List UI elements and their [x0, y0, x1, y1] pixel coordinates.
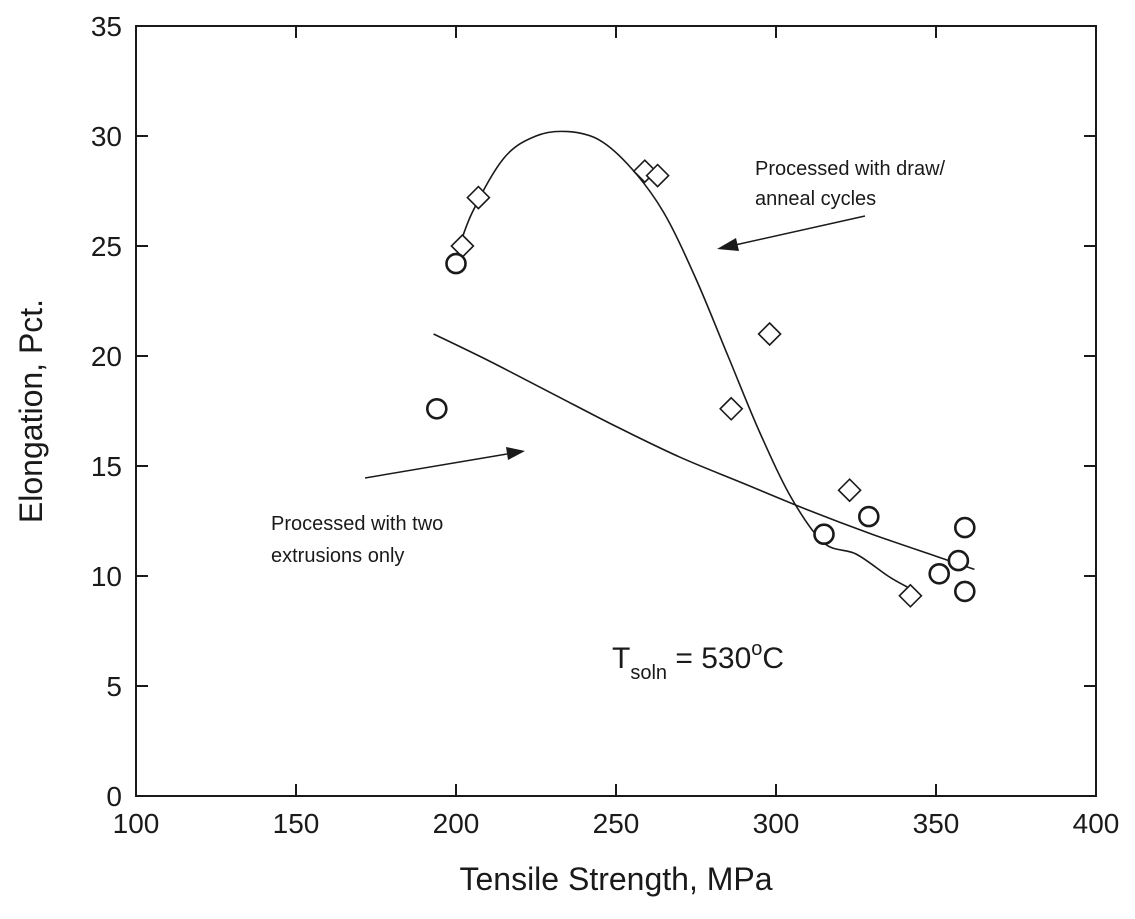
- x-tick-label: 350: [913, 808, 960, 839]
- circle-marker: [928, 562, 951, 585]
- fit-curve-circle: [433, 333, 975, 571]
- y-tick-label: 0: [106, 781, 122, 812]
- circle-marker: [953, 580, 976, 603]
- annotation-two-extrusions: Processed with two extrusions only: [271, 447, 525, 567]
- diamond-marker: [719, 396, 744, 421]
- data-markers: [425, 159, 976, 608]
- circle-marker: [425, 397, 448, 420]
- tsoln-equals-value: = 530: [667, 642, 751, 675]
- x-tick-label: 200: [433, 808, 480, 839]
- circle-marker: [947, 549, 970, 572]
- tsoln-unit: C: [762, 642, 784, 675]
- fit-curves: [433, 130, 975, 588]
- circle-marker: [953, 516, 976, 539]
- axis-ticks: [135, 25, 1097, 797]
- axis-tick-labels: 100 150 200 250 300 350 400 0 5 10 15 20 25 30 35: [91, 11, 1120, 839]
- annotation-draw-line-1: Processed with draw/: [755, 158, 946, 180]
- fit-curve-diamond: [455, 130, 908, 588]
- y-tick-label: 35: [91, 11, 122, 42]
- x-tick-label: 250: [593, 808, 640, 839]
- diamond-marker: [837, 478, 862, 503]
- solution-temperature-label: Tsoln = 530oC: [612, 638, 784, 684]
- tsoln-subscript: soln: [630, 662, 667, 684]
- tsoln-degree: o: [751, 638, 762, 660]
- y-tick-label: 10: [91, 561, 122, 592]
- circle-marker: [857, 505, 880, 528]
- tsoln-main: T: [612, 642, 630, 675]
- x-tick-label: 100: [113, 808, 160, 839]
- x-tick-label: 300: [753, 808, 800, 839]
- annotation-draw-arrow-line: [734, 215, 866, 246]
- annotation-two-line-2: extrusions only: [271, 545, 404, 567]
- x-tick-label: 150: [273, 808, 320, 839]
- diamond-marker: [757, 321, 782, 347]
- annotation-two-line-1: Processed with two: [271, 513, 443, 535]
- x-tick-label: 400: [1073, 808, 1120, 839]
- annotation-draw-anneal: Processed with draw/ anneal cycles: [717, 158, 946, 251]
- x-axis-label: Tensile Strength, MPa: [459, 861, 772, 897]
- y-tick-label: 25: [91, 231, 122, 262]
- circle-marker: [445, 252, 467, 275]
- annotation-draw-arrowhead: [717, 238, 739, 251]
- y-tick-label: 20: [91, 341, 122, 372]
- y-tick-label: 5: [106, 671, 122, 702]
- diamond-marker: [645, 163, 670, 188]
- circle-marker: [813, 523, 835, 546]
- y-tick-label: 30: [91, 121, 122, 152]
- diamond-marker: [466, 185, 491, 210]
- plot-frame: [135, 25, 1097, 797]
- annotation-two-arrowhead: [506, 447, 525, 460]
- diamond-marker: [898, 583, 923, 608]
- y-axis-label: Elongation, Pct.: [13, 299, 49, 523]
- annotation-two-arrow-line: [364, 453, 508, 479]
- annotation-draw-line-2: anneal cycles: [755, 188, 876, 210]
- svg-text:Tsoln = 530oC: Tsoln = 530oC: [612, 638, 784, 684]
- y-tick-label: 15: [91, 451, 122, 482]
